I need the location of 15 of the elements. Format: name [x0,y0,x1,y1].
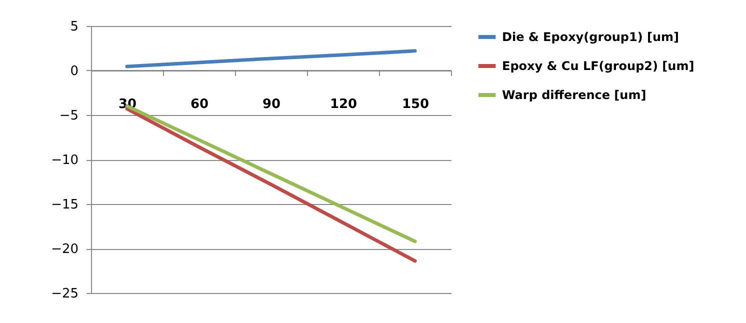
x-tick-label: 150 [402,97,430,112]
x-tick-label: 60 [190,97,209,112]
x-tick-label: 90 [262,97,281,112]
line-series [125,49,417,68]
y-tick-label: −15 [51,198,78,212]
x-tick-label: 120 [330,97,358,112]
legend-label: Warp difference [um] [502,88,646,102]
legend-label: Die & Epoxy(group1) [um] [502,30,680,44]
y-tick-label: −25 [51,286,78,302]
y-tick-label: −10 [51,153,78,168]
y-tick-label: −5 [59,108,78,124]
legend-label: Epoxy & Cu LF(group2) [um] [502,59,694,73]
y-tick-label: −20 [51,242,78,257]
y-tick-label: 0 [70,64,78,79]
y-tick-label: 5 [70,20,78,34]
